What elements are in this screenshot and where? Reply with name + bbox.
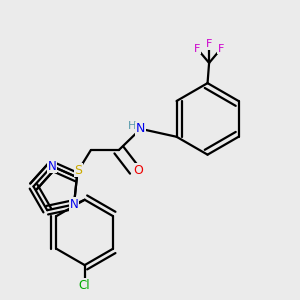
Text: Cl: Cl [79, 279, 91, 292]
Text: N: N [70, 198, 78, 211]
Text: F: F [194, 44, 200, 54]
Text: S: S [74, 164, 83, 177]
Text: F: F [218, 44, 224, 54]
Text: H: H [128, 121, 136, 131]
Text: F: F [206, 39, 212, 49]
Text: O: O [133, 164, 143, 177]
Text: N: N [47, 160, 56, 172]
Text: N: N [136, 122, 146, 135]
